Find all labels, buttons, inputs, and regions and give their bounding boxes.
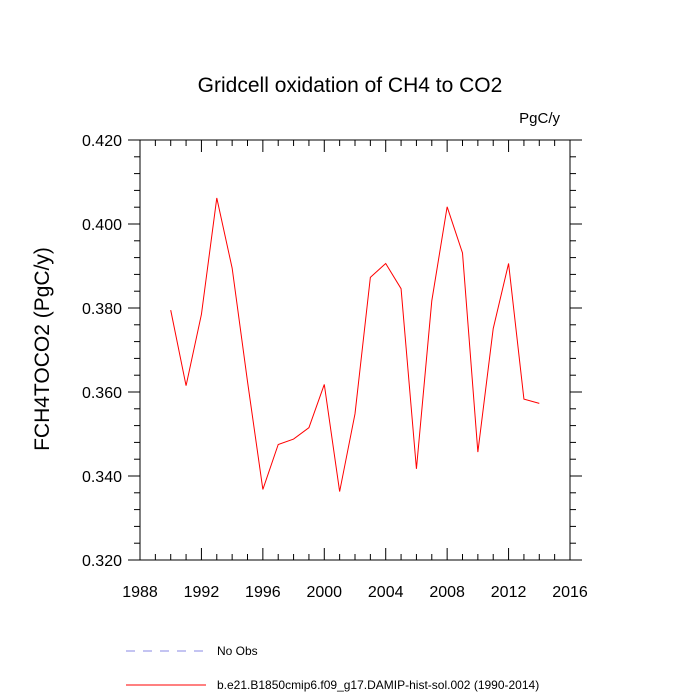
chart-title: Gridcell oxidation of CH4 to CO2 [198, 74, 503, 97]
x-tick-label: 1992 [184, 584, 220, 601]
data-series [170, 197, 540, 492]
series-line [170, 197, 540, 492]
plot-frame [139, 139, 571, 561]
tick-labels: 1988 1992 1996 2000 2004 2008 2012 2016 0.320 0.3… [82, 133, 588, 601]
y-tick-label: 0.380 [82, 301, 122, 318]
axis-ticks [128, 139, 582, 561]
legend-label: b.e21.B1850cmip6.f09_g17.DAMIP-hist-sol.… [217, 678, 539, 692]
y-tick-label: 0.400 [82, 217, 122, 234]
x-tick-label: 2012 [491, 584, 527, 601]
y-tick-label: 0.360 [82, 385, 122, 402]
y-tick-label: 0.320 [82, 553, 122, 570]
x-tick-label: 2008 [429, 584, 465, 601]
y-axis-label: FCH4TOCO2 (PgC/y) [31, 247, 54, 451]
x-tick-label: 1996 [245, 584, 281, 601]
units-label: PgC/y [519, 110, 560, 127]
y-tick-label: 0.420 [82, 133, 122, 150]
legend-label: No Obs [217, 644, 258, 658]
x-tick-label: 1988 [122, 584, 158, 601]
x-tick-label: 2016 [552, 584, 588, 601]
y-tick-label: 0.340 [82, 469, 122, 486]
x-tick-label: 2000 [306, 584, 342, 601]
x-tick-label: 2004 [368, 584, 404, 601]
legend: No Obs b.e21.B1850cmip6.f09_g17.DAMIP-his… [126, 644, 539, 692]
